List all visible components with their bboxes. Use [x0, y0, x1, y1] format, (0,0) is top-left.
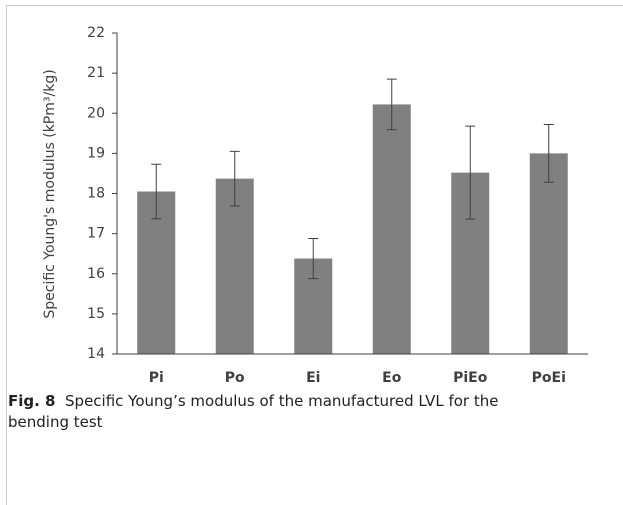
x-tick-label: Eo: [382, 370, 402, 386]
error-bar: [386, 78, 397, 131]
x-tick-label: Ei: [306, 370, 320, 386]
x-tick-label: Po: [225, 370, 245, 386]
y-tick-label: 17: [87, 226, 105, 242]
bar: [215, 178, 254, 354]
chart: Specific Young's modulus (kPm³/kg) 14 15 1…: [42, 25, 588, 386]
caption-text: Specific Young’s modulus of the manufact…: [8, 392, 499, 431]
y-tick-label: 22: [87, 25, 105, 41]
y-axis-label: Specific Young's modulus (kPm³/kg): [42, 69, 58, 318]
bar: [529, 153, 568, 354]
bar: [372, 104, 411, 354]
y-tick-label: 16: [87, 266, 105, 282]
error-bar: [465, 125, 476, 220]
y-tick-label: 14: [87, 346, 105, 362]
y-tick-label: 18: [87, 186, 105, 202]
caption-label: Fig. 8: [8, 392, 56, 410]
figure: Specific Young's modulus (kPm³/kg) 14 15 1…: [6, 5, 623, 505]
y-tick-label: 21: [87, 65, 105, 81]
y-tick-label: 20: [87, 105, 105, 121]
x-tick-label: Pi: [149, 370, 164, 386]
error-bar: [308, 237, 319, 280]
error-bar: [543, 123, 554, 183]
x-tick-label: PoEi: [532, 370, 566, 386]
figure-frame: [6, 5, 623, 505]
caption: Fig. 8 Specific Young’s modulus of the m…: [8, 391, 548, 433]
error-bar: [229, 150, 240, 207]
error-bar: [151, 163, 162, 220]
x-tick-label: PiEo: [453, 370, 488, 386]
y-tick-label: 19: [87, 145, 105, 161]
y-tick-label: 15: [87, 306, 105, 322]
